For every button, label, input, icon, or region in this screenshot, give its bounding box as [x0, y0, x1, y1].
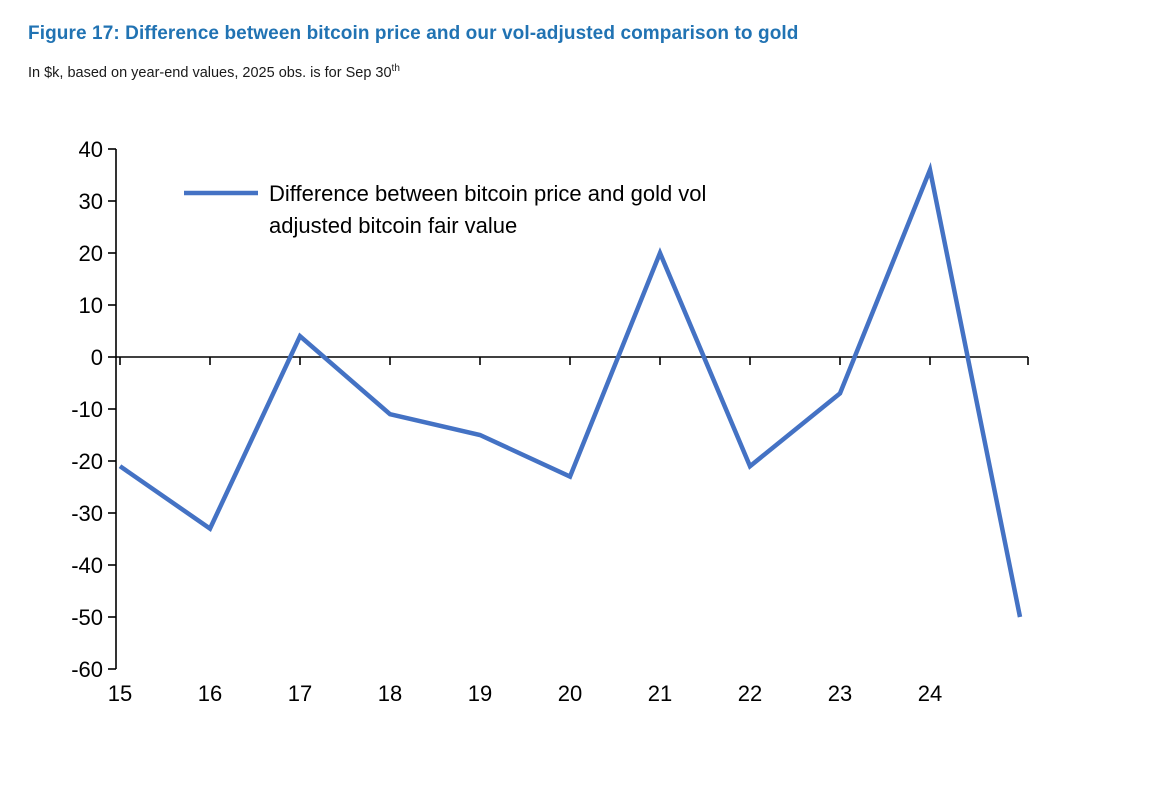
x-tick-label: 19	[468, 681, 492, 706]
x-tick-label: 16	[198, 681, 222, 706]
x-tick-label: 17	[288, 681, 312, 706]
y-tick-label: -10	[71, 397, 103, 422]
y-tick-label: 40	[79, 137, 103, 162]
figure-title: Figure 17: Difference between bitcoin pr…	[28, 23, 799, 44]
x-tick-label: 22	[738, 681, 762, 706]
y-tick-label: -40	[71, 553, 103, 578]
figure-subtitle-superscript: th	[391, 63, 400, 74]
legend: Difference between bitcoin price and gol…	[184, 181, 706, 238]
y-tick-label: 10	[79, 293, 103, 318]
y-tick-label: -30	[71, 501, 103, 526]
y-tick-label: 0	[91, 345, 103, 370]
figure-subtitle: In $k, based on year-end values, 2025 ob…	[28, 63, 1140, 81]
x-tick-label: 21	[648, 681, 672, 706]
y-tick-label: -50	[71, 605, 103, 630]
y-tick-label: 20	[79, 241, 103, 266]
figure-subtitle-text: In $k, based on year-end values, 2025 ob…	[28, 64, 392, 81]
x-tick-label: 20	[558, 681, 582, 706]
y-axis: -60 -50 -40 -30 -20 -10 0 10 20 30 40	[71, 137, 117, 682]
legend-label: adjusted bitcoin fair value	[269, 213, 517, 238]
x-tick-label: 23	[828, 681, 852, 706]
legend-label: Difference between bitcoin price and gol…	[269, 181, 706, 206]
x-axis: 15 16 17 18 19 20 21 22 23 24	[108, 356, 1029, 706]
x-tick-label: 15	[108, 681, 132, 706]
y-tick-label: -20	[71, 449, 103, 474]
line-chart-svg: -60 -50 -40 -30 -20 -10 0 10 20 30 40 15 16 17 18 19 20 2…	[71, 137, 1029, 706]
x-tick-label: 18	[378, 681, 402, 706]
y-tick-label: -60	[71, 657, 103, 682]
y-tick-label: 30	[79, 189, 103, 214]
series-line	[118, 161, 1023, 618]
x-tick-label: 24	[918, 681, 942, 706]
